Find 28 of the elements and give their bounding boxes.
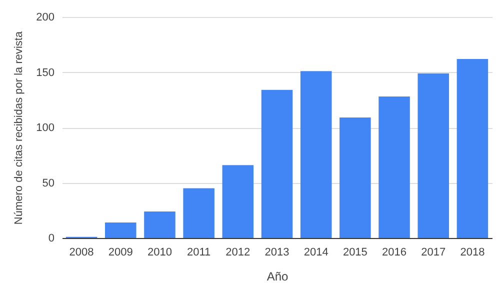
y-axis-title: Número de citas recibidas por la revista [13,30,26,225]
bar [456,58,488,238]
x-axis-title: Año [266,270,288,283]
x-tick-label: 2011 [186,246,211,258]
bar [261,90,293,238]
bar [300,71,332,238]
x-tick-label: 2018 [460,246,485,258]
x-tick-label: 2013 [264,246,290,258]
x-tick-label: 2015 [342,246,368,258]
x-tick-label: 2014 [304,246,328,258]
y-tick-label: 0 [48,232,54,244]
x-tick-label: 2012 [226,246,250,258]
bar [378,96,410,238]
bar [144,211,176,238]
bar [418,73,449,238]
x-tick-label: 2008 [69,246,94,258]
bar [340,118,371,238]
y-tick-label: 150 [36,66,54,79]
y-tick-label: 100 [36,122,54,134]
y-tick-label: 50 [42,177,54,190]
x-tick-label: 2010 [147,246,172,258]
x-tick-label: 2009 [108,246,133,258]
x-tick-label: 2017 [421,246,446,258]
x-tick-label: 2016 [382,246,407,258]
y-tick-label: 200 [36,12,54,24]
bar [222,165,254,238]
bar [105,222,136,238]
bar [183,188,214,238]
